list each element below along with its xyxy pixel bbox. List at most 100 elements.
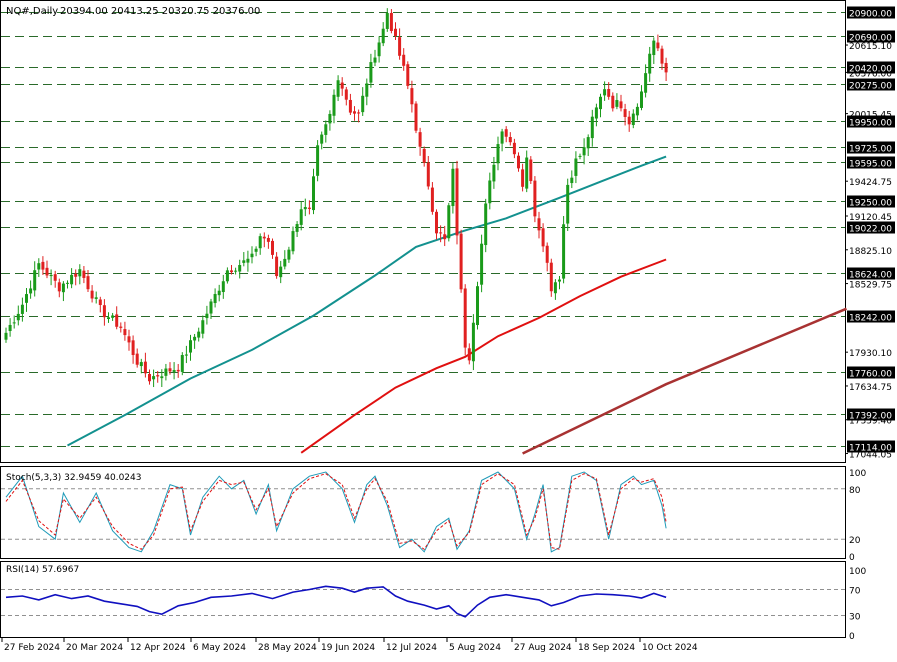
level-label-box <box>847 30 895 43</box>
candle-up <box>488 180 492 204</box>
candle-down <box>82 270 86 278</box>
candle-down <box>340 82 344 89</box>
candle-down <box>541 228 545 247</box>
level-label-text: 20275.00 <box>849 82 892 92</box>
candle-down <box>357 112 361 114</box>
price-tick-label: 19424.75 <box>849 178 892 188</box>
candle-up <box>164 368 168 376</box>
level-label-text: 19725.00 <box>849 145 892 155</box>
candle-down <box>607 89 611 97</box>
candle-up <box>316 145 320 176</box>
candle-up <box>29 288 33 294</box>
date-tick-label: 20 Mar 2024 <box>66 643 123 653</box>
level-label-box <box>847 156 895 169</box>
candle-up <box>201 320 205 334</box>
candle-down <box>533 180 537 217</box>
candle-down <box>422 148 426 163</box>
candle-up <box>299 209 303 225</box>
candle-up <box>16 313 20 321</box>
level-label-box <box>847 310 895 323</box>
candle-down <box>545 245 549 263</box>
candle-down <box>656 42 660 49</box>
candle-up <box>189 340 192 353</box>
candle-up <box>447 205 451 239</box>
candle-down <box>619 101 623 109</box>
candle-up <box>500 131 504 144</box>
candle-up <box>78 269 82 277</box>
candle-down <box>406 64 410 86</box>
level-label-box <box>847 440 895 453</box>
stochastic-panel: 100 80 20 0 <box>1 469 866 563</box>
candle-down <box>394 28 397 36</box>
stoch_signal-line <box>5 473 667 550</box>
date-tick-label: 5 Aug 2024 <box>449 643 501 653</box>
candle-up <box>160 376 164 379</box>
candle-down <box>430 187 434 212</box>
rsi-title: RSI(14) 57.6967 <box>6 565 79 575</box>
level-label-box <box>847 78 895 91</box>
candle-down <box>176 369 180 372</box>
candle-down <box>131 340 135 356</box>
date-tick-label: 18 Sep 2024 <box>578 643 635 653</box>
candle-up <box>213 293 217 304</box>
candle-up <box>566 184 570 224</box>
level-label-text: 20420.00 <box>849 65 892 75</box>
candle-up <box>12 322 16 324</box>
candle-up <box>476 286 479 326</box>
candle-down <box>389 12 393 31</box>
candle-up <box>152 376 156 380</box>
candle-up <box>279 266 283 278</box>
candle-up <box>553 282 557 294</box>
candle-down <box>549 262 553 292</box>
level-label-text: 17114.00 <box>849 444 892 454</box>
price-tick-label: 18529.75 <box>849 281 892 291</box>
candle-up <box>381 28 385 44</box>
candle-up <box>582 147 586 156</box>
stoch_main-line <box>5 471 667 553</box>
candle-up <box>373 57 377 63</box>
candle-down <box>402 54 406 66</box>
candle-down <box>307 207 311 209</box>
candle-up <box>648 53 652 74</box>
candle-up <box>484 203 488 246</box>
level-label-box <box>847 267 895 280</box>
candle-up <box>594 107 598 119</box>
candle-down <box>529 159 533 182</box>
candle-down <box>418 132 422 147</box>
level-label-text: 20690.00 <box>849 34 892 44</box>
indicator-tick-label: 100 <box>849 567 866 577</box>
candle-up <box>295 224 299 232</box>
indicator-tick-label: 0 <box>849 553 855 563</box>
candle-up <box>234 270 238 272</box>
candle-up <box>578 155 582 157</box>
level-label-box <box>847 221 895 234</box>
candle-up <box>283 258 287 267</box>
candle-up <box>242 260 246 263</box>
candle-up <box>599 96 602 110</box>
candle-up <box>172 370 176 372</box>
candle-down <box>463 288 467 348</box>
rsi-panel-frame <box>0 561 846 638</box>
candle-up <box>33 270 37 291</box>
price-tick-label: 17930.10 <box>849 349 892 359</box>
price-tick-label: 20376.00 <box>849 69 892 79</box>
candle-up <box>574 158 578 176</box>
candle-up <box>369 62 373 83</box>
candle-up <box>291 231 295 252</box>
candle-up <box>615 100 619 107</box>
candle-up <box>525 157 529 189</box>
indicator-tick-label: 20 <box>849 536 861 546</box>
candle-up <box>180 355 184 372</box>
candle-down <box>143 361 147 374</box>
level-labels: 20900.00 20690.00 20420.00 20275.00 19950.00… <box>847 6 895 454</box>
candle-down <box>467 348 471 361</box>
date-tick-label: 19 Jun 2024 <box>321 643 375 653</box>
candle-down <box>168 368 172 372</box>
candle-up <box>492 164 496 182</box>
indicator-tick-label: 0 <box>849 632 855 642</box>
level-label-text: 17760.00 <box>849 370 892 380</box>
candle-up <box>480 243 484 285</box>
price-tick-label: 19120.45 <box>849 213 892 223</box>
